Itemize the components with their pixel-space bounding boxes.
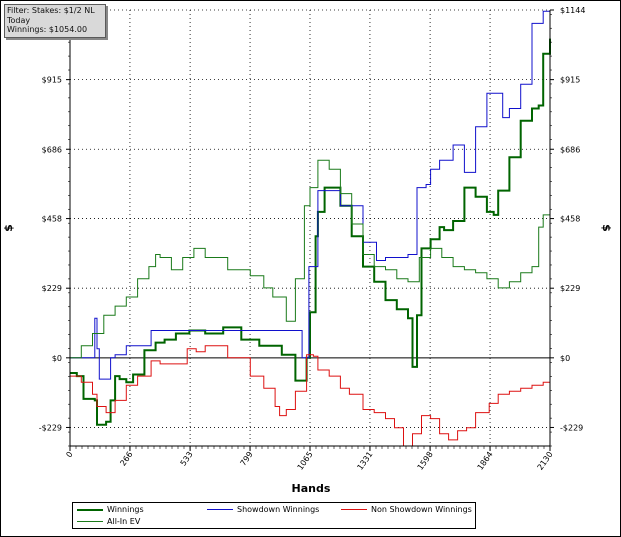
x-tick-label: 2130 bbox=[536, 450, 555, 472]
filter-info-box: Filter: Stakes: $1/2 NL Today Winnings: … bbox=[4, 4, 106, 38]
x-tick-label: 1331 bbox=[356, 450, 375, 472]
y-tick-label-right: $915 bbox=[560, 76, 580, 85]
legend-swatch-non-showdown bbox=[341, 509, 367, 510]
y-tick-label-left: $915 bbox=[42, 76, 62, 85]
x-tick-label: 266 bbox=[118, 450, 134, 468]
series-line-showdown-winnings bbox=[70, 10, 551, 380]
legend-label-non-showdown: Non Showdown Winnings bbox=[371, 505, 472, 514]
legend-label-showdown: Showdown Winnings bbox=[237, 505, 320, 514]
y-tick-label-right: -$229 bbox=[560, 423, 583, 432]
series-line-non-showdown-winnings bbox=[70, 345, 551, 447]
x-tick-label: 0 bbox=[64, 450, 74, 459]
legend-label-winnings: Winnings bbox=[107, 505, 144, 514]
y-tick-label-left: $686 bbox=[42, 145, 62, 154]
y-tick-label-right: $1144 bbox=[560, 6, 585, 15]
grid bbox=[70, 9, 550, 446]
legend-label-allin-ev: All-In EV bbox=[107, 517, 141, 526]
x-tick-label: 1598 bbox=[416, 450, 435, 472]
y-tick-label-right: $229 bbox=[560, 284, 580, 293]
series-group bbox=[70, 10, 551, 447]
filter-date-text: Today bbox=[7, 15, 31, 25]
y-axis-title-right: $ bbox=[600, 224, 613, 232]
legend: Winnings Showdown Winnings Non Showdown … bbox=[72, 502, 476, 529]
x-tick-label: 799 bbox=[239, 450, 255, 468]
series-line-all-in-ev bbox=[70, 159, 551, 359]
legend-swatch-winnings bbox=[77, 509, 103, 511]
y-tick-label-left: $229 bbox=[42, 284, 62, 293]
filter-winnings-text: Winnings: $1054.00 bbox=[7, 25, 88, 34]
y-tick-label-right: $686 bbox=[560, 145, 580, 154]
y-tick-label-right: $458 bbox=[560, 215, 580, 224]
axes: -$229 -$229 $0 $0 $229 $229 $458 $458 $686 $686 $9… bbox=[39, 6, 586, 472]
legend-swatch-showdown bbox=[207, 509, 233, 510]
series-line-winnings bbox=[70, 38, 551, 426]
y-tick-label-left: $0 bbox=[52, 354, 62, 363]
filter-stakes-text: Filter: Stakes: $1/2 NL bbox=[7, 6, 95, 15]
x-tick-label: 1065 bbox=[296, 450, 315, 472]
x-tick-label: 533 bbox=[179, 450, 195, 468]
y-axis-title-left: $ bbox=[2, 224, 15, 232]
x-axis-title: Hands bbox=[292, 482, 331, 495]
y-tick-label-left: $458 bbox=[42, 215, 62, 224]
y-tick-label-left: -$229 bbox=[39, 423, 62, 432]
y-tick-label-right: $0 bbox=[560, 354, 570, 363]
x-tick-label: 1864 bbox=[476, 450, 495, 472]
legend-swatch-allin-ev bbox=[77, 521, 103, 522]
